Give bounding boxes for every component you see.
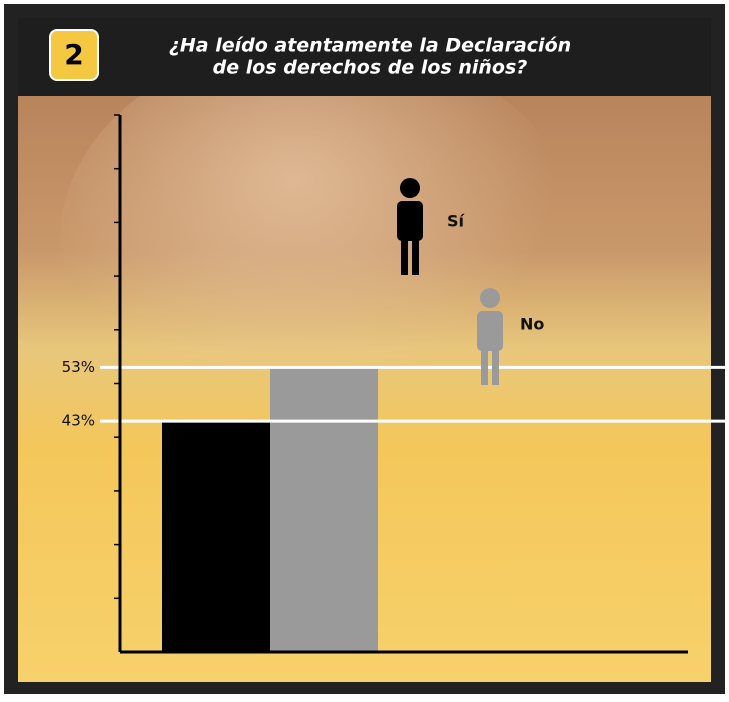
y-tick-label: 53% [62, 358, 95, 376]
legend-icon [477, 311, 503, 351]
y-tick-label: 43% [62, 412, 95, 430]
legend-icon [492, 348, 499, 385]
header [18, 18, 711, 96]
legend-icon [401, 238, 408, 275]
legend-label: No [520, 315, 544, 334]
legend-icon [400, 178, 420, 198]
legend-icon [481, 348, 488, 385]
bar [162, 421, 270, 652]
badge-number: 2 [64, 38, 83, 71]
chart-title: de los derechos de los niños? [213, 57, 528, 79]
bar [270, 367, 378, 652]
legend-icon [480, 288, 500, 308]
legend-icon [412, 238, 419, 275]
legend-label: Sí [447, 212, 466, 231]
legend-icon [397, 201, 423, 241]
badge [49, 29, 99, 81]
chart-title: ¿Ha leído atentamente la Declaración [169, 35, 571, 57]
photo-shade [60, 40, 580, 440]
